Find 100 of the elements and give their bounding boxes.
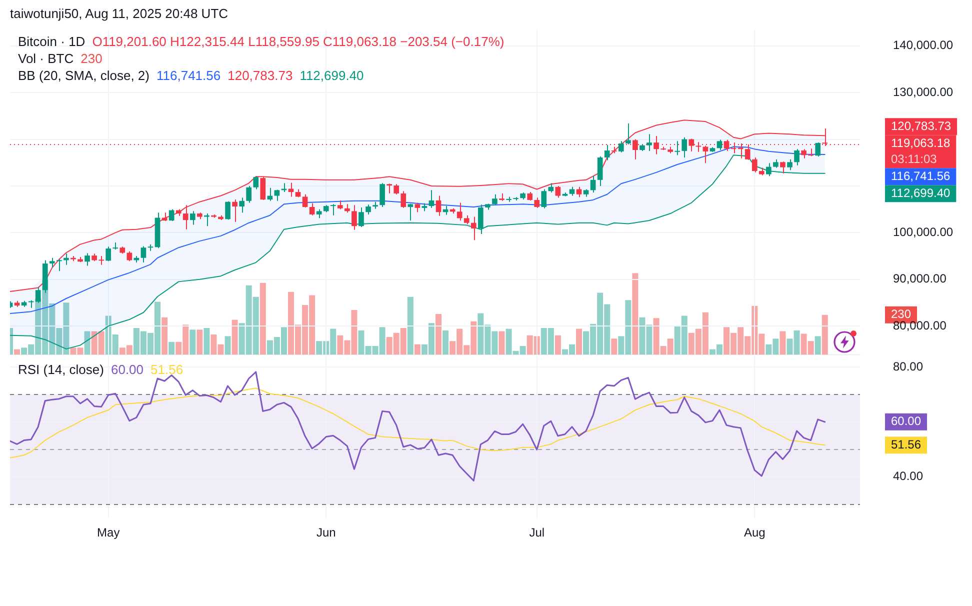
bar <box>232 320 238 355</box>
y-tick-label: 100,000.00 <box>893 224 954 239</box>
text: 230 <box>80 51 102 66</box>
candlestick <box>766 162 772 177</box>
annotation: 112,699.40 <box>300 68 364 83</box>
annotation: 60.00 <box>110 362 144 377</box>
bar <box>442 330 449 355</box>
bar <box>162 317 168 355</box>
candlestick <box>366 204 371 215</box>
y-tick-label: 40.00 <box>893 469 924 484</box>
bar <box>814 336 821 355</box>
candlestick <box>618 140 624 153</box>
candlestick <box>225 200 230 220</box>
annotation: 116,741.56 <box>156 68 221 83</box>
text: 116,741.56 <box>891 168 950 183</box>
bar <box>260 282 266 355</box>
candlestick <box>260 176 266 200</box>
x-tick-label: Jul <box>529 526 545 540</box>
chart-subtitle: O119,201.60 H122,315.44 L118,559.95 C119,063.18 −203.54 (−0.17%) <box>92 34 504 49</box>
bar <box>196 330 203 355</box>
text: RSI (14, close) <box>18 362 104 377</box>
candlestick <box>478 204 484 235</box>
candlestick <box>182 204 188 230</box>
candlestick <box>590 176 596 193</box>
candlestick <box>682 136 688 158</box>
annotation: 120,783.73 <box>228 68 293 83</box>
candlestick <box>274 189 280 202</box>
bar <box>414 344 420 355</box>
candlestick <box>380 182 385 208</box>
candlestick <box>555 185 561 198</box>
candlestick <box>126 250 132 262</box>
text: 112,699.40 <box>891 186 950 200</box>
candlestick <box>190 210 196 226</box>
candlestick <box>330 204 336 216</box>
candlestick <box>492 194 498 206</box>
x-tick-label: Aug <box>744 526 766 540</box>
candlestick <box>597 156 603 186</box>
candlestick <box>548 182 554 193</box>
bar <box>204 328 210 355</box>
annotation: BB (20, SMA, close, 2) <box>18 68 150 83</box>
text: 120,783.73 <box>891 118 952 133</box>
candlestick <box>794 148 800 166</box>
candlestick <box>246 185 252 204</box>
chart-title: Vol · BTC <box>18 51 74 66</box>
candlestick <box>780 161 786 174</box>
candlestick <box>576 186 582 198</box>
text: 60.00 <box>891 414 922 428</box>
bar <box>436 314 442 355</box>
candlestick <box>267 187 273 202</box>
bar <box>822 314 828 355</box>
candlestick <box>168 208 174 222</box>
candlestick <box>534 197 540 208</box>
bar <box>498 331 505 355</box>
candlestick <box>696 142 702 152</box>
bar <box>554 335 561 355</box>
candlestick <box>352 204 357 230</box>
candlestick <box>408 203 414 222</box>
candlestick <box>541 188 547 209</box>
candlestick <box>604 144 610 161</box>
ref-line-label: 119,063.18 <box>891 136 950 150</box>
candlestick <box>394 184 400 195</box>
candlestick <box>646 134 652 152</box>
bar <box>168 342 175 355</box>
text: 03:11:03 <box>891 152 938 166</box>
candlestick <box>84 252 90 266</box>
candlestick <box>35 286 41 304</box>
text: 51.56 <box>891 437 922 452</box>
bar <box>611 338 618 355</box>
candlestick <box>414 202 420 213</box>
candlestick <box>400 190 406 208</box>
y-tick-label: 130,000.00 <box>893 84 954 99</box>
y-tick-label: 140,000.00 <box>893 38 954 52</box>
chart-title: Bitcoin · 1D <box>18 34 86 49</box>
candlestick <box>358 206 364 228</box>
candlestick <box>456 202 462 222</box>
candlestick <box>56 258 62 272</box>
candlestick <box>49 257 55 268</box>
candlestick <box>752 156 758 173</box>
y-tick-label: 80.00 <box>893 359 924 374</box>
bar <box>224 336 231 355</box>
x-tick-label: May <box>97 526 120 540</box>
candlestick <box>428 190 434 208</box>
candlestick <box>470 216 476 241</box>
candlestick <box>386 183 392 194</box>
candlestick <box>302 194 308 208</box>
text: taiwotunji50, Aug 11, 2025 20:48 UTC <box>10 6 228 22</box>
candlestick <box>436 195 442 216</box>
bar <box>576 328 582 355</box>
candlestick <box>626 122 631 145</box>
candlestick <box>232 199 238 222</box>
x-tick-label: Jun <box>316 526 336 540</box>
bar <box>190 330 196 355</box>
bar <box>84 331 90 355</box>
y-tick-label: 90,000.00 <box>893 272 947 286</box>
bar <box>407 296 414 355</box>
candlestick <box>309 202 315 216</box>
candlestick <box>204 213 210 227</box>
candlestick <box>253 176 259 190</box>
annotation: 51.56 <box>150 362 184 377</box>
candlestick <box>674 140 680 156</box>
